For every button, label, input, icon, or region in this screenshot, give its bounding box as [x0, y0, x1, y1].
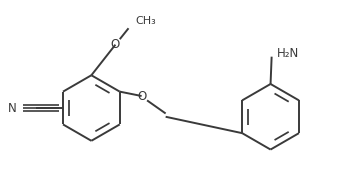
Text: O: O — [138, 89, 147, 102]
Text: O: O — [111, 38, 120, 51]
Text: CH₃: CH₃ — [135, 16, 156, 26]
Text: N: N — [8, 102, 16, 114]
Text: H₂N: H₂N — [277, 47, 299, 60]
